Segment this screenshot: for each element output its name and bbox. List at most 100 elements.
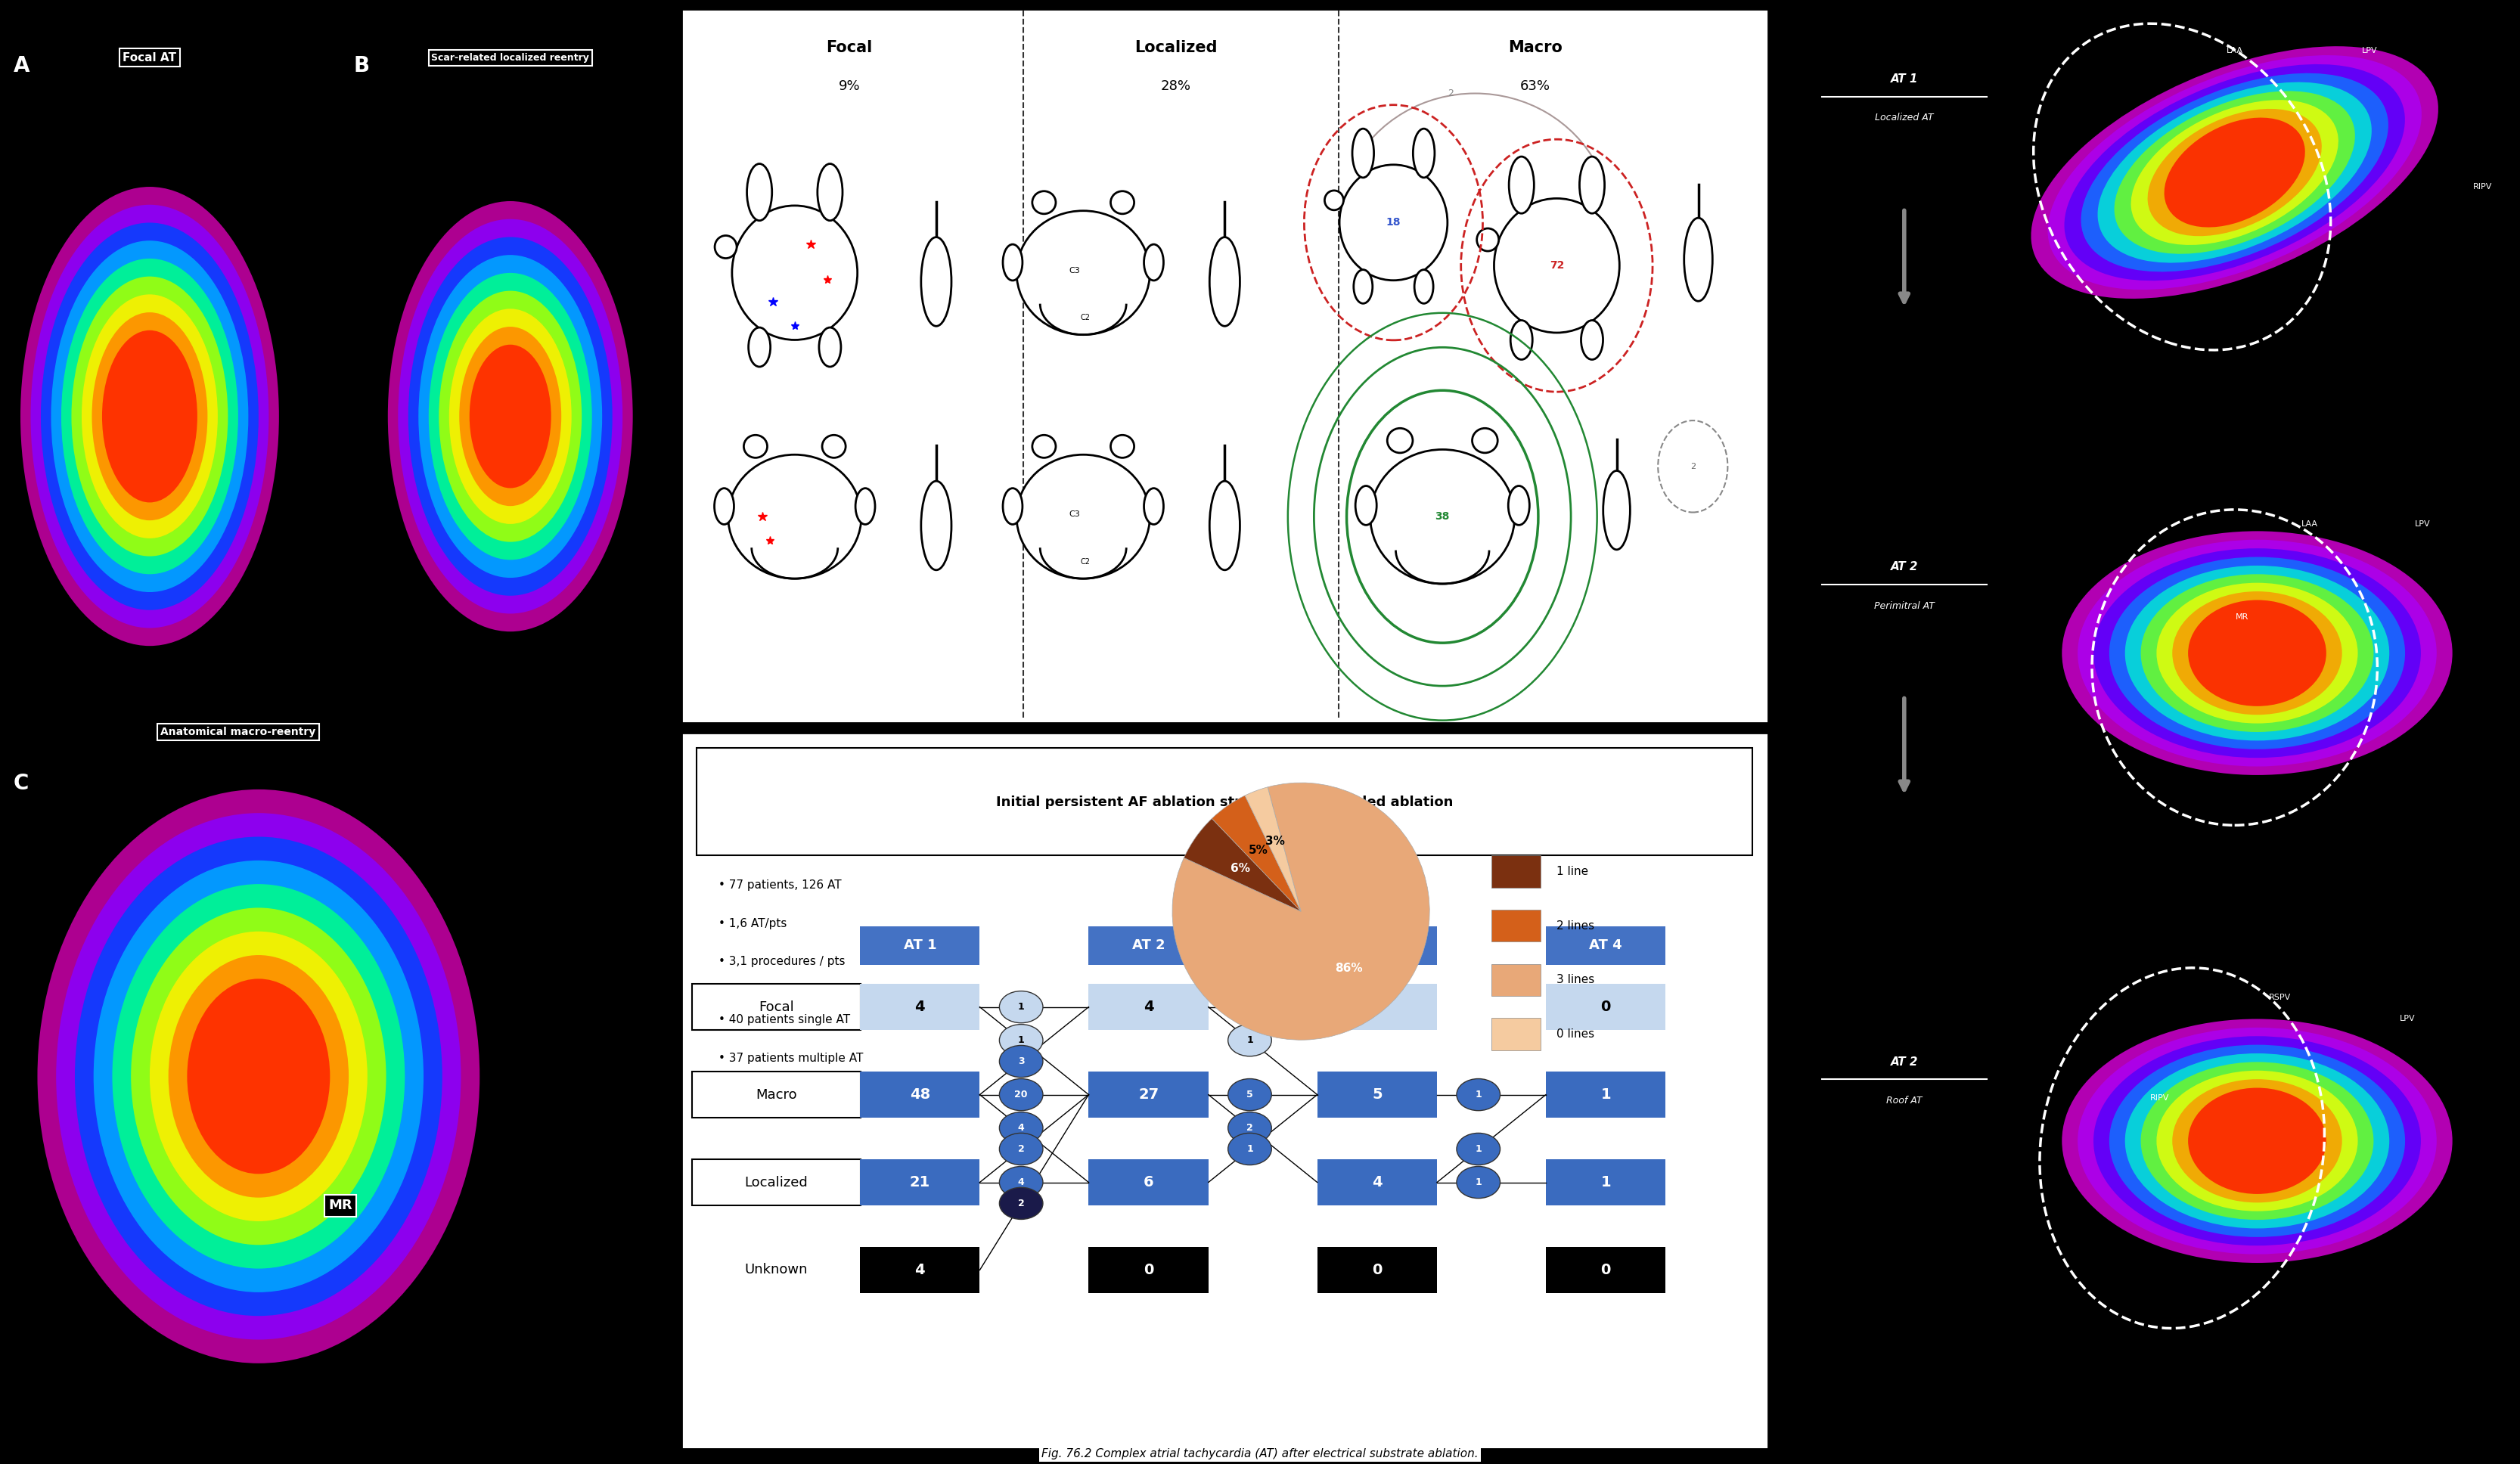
Ellipse shape: [2142, 574, 2374, 732]
Text: 63%: 63%: [1520, 79, 1550, 94]
Text: 0: 0: [1600, 1263, 1610, 1277]
Ellipse shape: [50, 240, 249, 591]
Ellipse shape: [1144, 244, 1164, 281]
Ellipse shape: [1356, 486, 1376, 526]
Ellipse shape: [2142, 1061, 2374, 1220]
Text: 3%: 3%: [1265, 836, 1285, 848]
Ellipse shape: [1144, 488, 1164, 524]
Ellipse shape: [2132, 100, 2339, 244]
Ellipse shape: [1111, 435, 1134, 458]
FancyBboxPatch shape: [1545, 1072, 1666, 1118]
Circle shape: [1000, 1187, 1043, 1220]
Text: 4: 4: [1144, 1000, 1154, 1015]
Ellipse shape: [1016, 211, 1149, 335]
Ellipse shape: [819, 328, 842, 367]
Ellipse shape: [1603, 471, 1630, 549]
Text: RIPV: RIPV: [2472, 183, 2492, 190]
FancyBboxPatch shape: [859, 1072, 980, 1118]
Circle shape: [1457, 1133, 1499, 1165]
Text: LPV: LPV: [2361, 47, 2376, 54]
Ellipse shape: [920, 482, 953, 569]
Text: 0: 0: [1144, 1263, 1154, 1277]
Text: 27: 27: [1139, 1088, 1159, 1102]
Ellipse shape: [1477, 228, 1499, 252]
Wedge shape: [1245, 788, 1300, 911]
Text: Focal AT: Focal AT: [123, 53, 176, 63]
Text: 18: 18: [1386, 217, 1401, 228]
Ellipse shape: [388, 201, 633, 631]
Text: 4: 4: [915, 1263, 925, 1277]
Text: MR: MR: [328, 1199, 353, 1212]
Text: LPV: LPV: [2414, 520, 2429, 527]
Ellipse shape: [2094, 1037, 2422, 1246]
Text: Macro: Macro: [756, 1088, 796, 1101]
Ellipse shape: [2114, 91, 2356, 253]
FancyBboxPatch shape: [859, 984, 980, 1031]
Text: A: A: [13, 56, 30, 76]
Ellipse shape: [459, 326, 562, 507]
Ellipse shape: [91, 312, 207, 520]
Ellipse shape: [1509, 486, 1530, 526]
Text: • 3,1 procedures / pts: • 3,1 procedures / pts: [718, 956, 844, 968]
Circle shape: [1457, 1079, 1499, 1111]
Text: 4: 4: [1018, 1177, 1026, 1187]
FancyBboxPatch shape: [1318, 1247, 1436, 1293]
Ellipse shape: [71, 277, 227, 556]
Ellipse shape: [469, 344, 552, 488]
FancyBboxPatch shape: [1492, 855, 1540, 887]
Ellipse shape: [20, 187, 280, 646]
FancyBboxPatch shape: [1318, 927, 1436, 965]
Text: RSPV: RSPV: [2268, 994, 2291, 1001]
FancyBboxPatch shape: [680, 9, 1769, 723]
Ellipse shape: [38, 789, 479, 1363]
Ellipse shape: [1472, 429, 1497, 452]
Ellipse shape: [1353, 129, 1373, 177]
Circle shape: [1000, 1133, 1043, 1165]
Ellipse shape: [2064, 64, 2404, 281]
Circle shape: [1457, 1167, 1499, 1198]
Text: 3: 3: [1018, 1057, 1026, 1066]
Ellipse shape: [60, 259, 237, 574]
Circle shape: [1000, 1025, 1043, 1056]
Ellipse shape: [1509, 321, 1532, 360]
Ellipse shape: [2109, 556, 2404, 750]
Ellipse shape: [1210, 237, 1240, 326]
Text: 21: 21: [910, 1176, 930, 1190]
Ellipse shape: [816, 164, 842, 221]
Text: 1: 1: [1474, 1177, 1482, 1187]
Text: Perimitral AT: Perimitral AT: [1875, 600, 1935, 610]
Circle shape: [1000, 1167, 1043, 1198]
Ellipse shape: [1353, 269, 1373, 303]
Text: Scar-related localized reentry: Scar-related localized reentry: [431, 53, 590, 63]
Text: Localized AT: Localized AT: [1875, 113, 1933, 123]
Ellipse shape: [2049, 56, 2422, 290]
Ellipse shape: [2157, 583, 2359, 723]
Text: Initial persistent AF ablation strategy: EGM guided ablation: Initial persistent AF ablation strategy:…: [995, 795, 1454, 810]
Ellipse shape: [408, 237, 612, 596]
Text: • 77 patients, 126 AT: • 77 patients, 126 AT: [718, 880, 842, 890]
Text: 0: 0: [1371, 1263, 1381, 1277]
Text: 38: 38: [1434, 511, 1449, 523]
Ellipse shape: [1341, 165, 1446, 280]
Text: C2: C2: [1081, 315, 1091, 322]
FancyBboxPatch shape: [1318, 1072, 1436, 1118]
FancyBboxPatch shape: [1089, 927, 1210, 965]
Ellipse shape: [2061, 531, 2452, 774]
FancyBboxPatch shape: [1089, 1072, 1210, 1118]
Text: Unknown: Unknown: [743, 1263, 809, 1277]
Ellipse shape: [169, 955, 348, 1198]
Text: C3: C3: [1068, 511, 1081, 518]
Ellipse shape: [1003, 488, 1023, 524]
Ellipse shape: [743, 435, 766, 458]
FancyBboxPatch shape: [693, 984, 859, 1031]
Circle shape: [1000, 1079, 1043, 1111]
Text: LAA: LAA: [2225, 47, 2243, 54]
Text: Roof AT: Roof AT: [1887, 1097, 1923, 1105]
Text: 2: 2: [1691, 463, 1696, 470]
FancyBboxPatch shape: [1492, 909, 1540, 941]
Ellipse shape: [2082, 73, 2389, 272]
Text: 2 lines: 2 lines: [1557, 919, 1595, 931]
FancyBboxPatch shape: [1089, 1247, 1210, 1293]
Text: 1: 1: [1018, 1035, 1026, 1045]
Ellipse shape: [1683, 218, 1714, 302]
